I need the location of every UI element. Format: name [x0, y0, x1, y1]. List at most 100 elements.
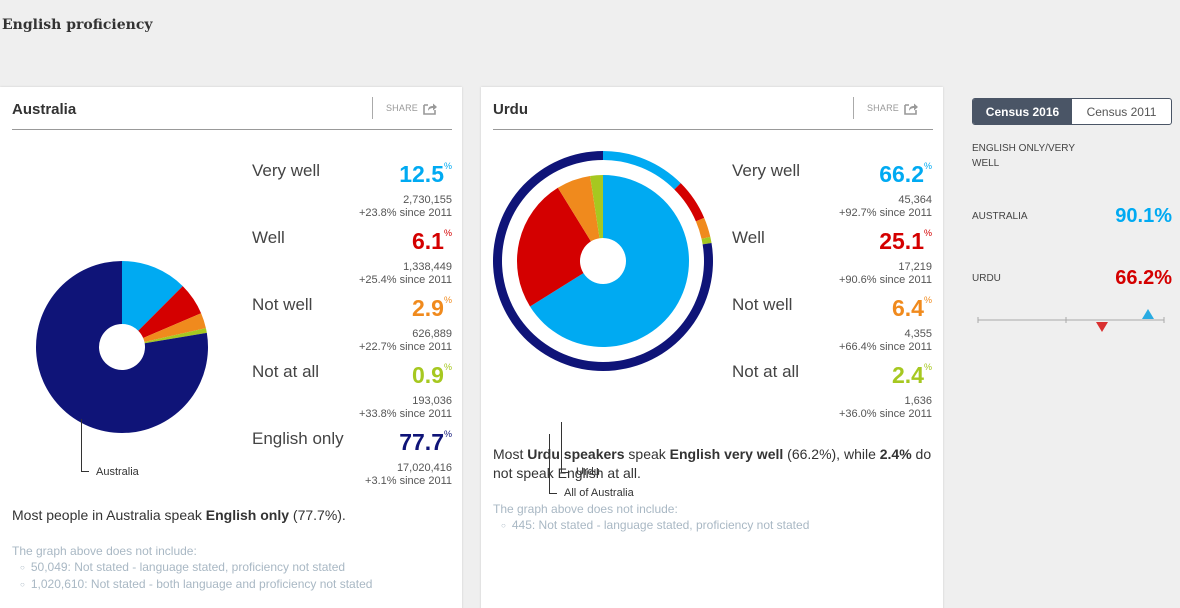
- stat-label: Very well: [252, 161, 321, 180]
- pie-slice: [701, 236, 712, 245]
- stat-pct: 12.5%: [399, 161, 452, 187]
- stat-label: Very well: [732, 161, 801, 180]
- pie-slice: [138, 286, 202, 338]
- stat-well: Well 6.1% 1,338,449 +25.4% since 2011: [252, 228, 452, 295]
- pie-slice: [557, 175, 600, 242]
- stat-label: Not well: [732, 295, 793, 314]
- footnote-heading: The graph above does not include:: [493, 502, 678, 516]
- stat-well: Well 25.1% 17,219 +90.6% since 2011: [732, 228, 932, 295]
- pie-slice: [144, 328, 207, 344]
- pie-slice: [517, 187, 591, 307]
- stat-label: Not at all: [732, 362, 800, 381]
- stat-label: English only: [252, 429, 344, 448]
- row-value-australia: 90.1%: [1115, 205, 1172, 227]
- stat-very-well: Very well 66.2% 45,364 +92.7% since 2011: [732, 161, 932, 228]
- stat-pct: 0.9%: [412, 362, 452, 388]
- pie-slice: [143, 313, 206, 342]
- pie-leader-line: [81, 419, 89, 472]
- footnote-heading: The graph above does not include:: [12, 544, 197, 558]
- summary-text: Most people in Australia speak English o…: [12, 507, 346, 523]
- urdu-pie-chart[interactable]: [491, 149, 715, 373]
- marker-australia-icon: [1142, 309, 1154, 319]
- marker-urdu-icon: [1096, 322, 1108, 332]
- stat-change: +22.7% since 2011: [358, 341, 452, 353]
- footnote-item: 50,049: Not stated - language stated, pr…: [12, 559, 372, 576]
- stat-count: 45,364: [898, 194, 932, 206]
- pie-leader-line-urdu: [561, 422, 569, 473]
- pie-slice: [122, 261, 183, 331]
- stat-pct: 25.1%: [879, 228, 932, 254]
- pie-slice: [674, 183, 705, 222]
- stat-count: 4,355: [904, 328, 932, 340]
- footnote: The graph above does not include: 445: N…: [493, 501, 809, 534]
- stat-label: Not well: [252, 295, 313, 314]
- share-icon: [904, 103, 918, 115]
- footnote-item: 445: Not stated - language stated, profi…: [493, 517, 810, 534]
- stat-pct: 6.4%: [892, 295, 932, 321]
- pie-slice: [603, 151, 681, 190]
- card-title: Australia: [12, 101, 77, 118]
- pie-leader-line-all: [549, 434, 557, 494]
- stat-count: 17,020,416: [396, 462, 452, 474]
- share-icon: [423, 103, 437, 115]
- stat-count: 1,636: [904, 395, 932, 407]
- stat-change: +3.1% since 2011: [365, 475, 452, 487]
- footnote-item: 1,020,610: Not stated - both language an…: [12, 576, 373, 593]
- pie-slice: [36, 261, 209, 433]
- stat-label: Well: [252, 228, 285, 247]
- share-button[interactable]: SHARE: [852, 97, 919, 119]
- australia-card: Australia SHARE Australia Very well 12.5…: [0, 87, 462, 608]
- stats-list: Very well 66.2% 45,364 +92.7% since 2011…: [732, 161, 932, 429]
- row-label-australia: AUSTRALIA: [972, 211, 1028, 222]
- pie-slice: [695, 217, 711, 239]
- pie-label-all-australia: All of Australia: [564, 487, 634, 499]
- stat-label: Well: [732, 228, 765, 247]
- stat-pct: 77.7%: [399, 429, 452, 455]
- stat-english-only: English only 77.7% 17,020,416 +3.1% sinc…: [252, 429, 452, 496]
- stat-count: 2,730,155: [403, 194, 452, 206]
- summary-text: Most Urdu speakers speak English very we…: [493, 446, 932, 481]
- stat-label: Not at all: [252, 362, 320, 381]
- australia-pie-chart[interactable]: [30, 255, 214, 439]
- stat-not-at-all: Not at all 0.9% 193,036 +33.8% since 201…: [252, 362, 452, 429]
- row-value-urdu: 66.2%: [1115, 267, 1172, 289]
- stat-count: 626,889: [412, 328, 452, 340]
- stat-count: 193,036: [412, 395, 452, 407]
- pie-slice: [590, 175, 603, 239]
- stat-change: +66.4% since 2011: [838, 341, 932, 353]
- page-title: English proficiency: [2, 17, 153, 33]
- stat-count: 1,338,449: [403, 261, 452, 273]
- stat-change: +33.8% since 2011: [358, 408, 452, 420]
- stat-pct: 66.2%: [879, 161, 932, 187]
- pie-label-urdu: Urdu: [576, 466, 600, 478]
- census-2011-button[interactable]: Census 2011: [1086, 104, 1157, 119]
- census-toggle: Census 2016 Census 2011: [972, 98, 1172, 125]
- footnote: The graph above does not include: 50,049…: [12, 543, 372, 593]
- card-header: Australia SHARE: [12, 87, 452, 130]
- row-label-urdu: URDU: [972, 273, 1001, 284]
- stat-not-at-all: Not at all 2.4% 1,636 +36.0% since 2011: [732, 362, 932, 429]
- card-header: Urdu SHARE: [493, 87, 933, 130]
- metric-label: ENGLISH ONLY/VERY WELL: [972, 143, 1075, 169]
- urdu-card: Urdu SHARE Urdu All of Australia Very we…: [481, 87, 943, 608]
- stat-count: 17,219: [898, 261, 932, 273]
- comparison-slider: [977, 309, 1165, 332]
- stat-very-well: Very well 12.5% 2,730,155 +23.8% since 2…: [252, 161, 452, 228]
- census-2016-button[interactable]: Census 2016: [973, 99, 1072, 124]
- stat-change: +23.8% since 2011: [358, 207, 452, 219]
- stat-change: +36.0% since 2011: [838, 408, 932, 420]
- stat-not-well: Not well 6.4% 4,355 +66.4% since 2011: [732, 295, 932, 362]
- stat-not-well: Not well 2.9% 626,889 +22.7% since 2011: [252, 295, 452, 362]
- share-button[interactable]: SHARE: [371, 97, 438, 119]
- stat-pct: 2.9%: [412, 295, 452, 321]
- stat-change: +90.6% since 2011: [838, 274, 932, 286]
- share-label: SHARE: [866, 103, 899, 113]
- stat-pct: 6.1%: [412, 228, 452, 254]
- pie-label-australia: Australia: [96, 466, 139, 478]
- card-title: Urdu: [493, 101, 528, 118]
- stats-list: Very well 12.5% 2,730,155 +23.8% since 2…: [252, 161, 452, 496]
- share-label: SHARE: [385, 103, 418, 113]
- stat-change: +92.7% since 2011: [838, 207, 932, 219]
- stat-pct: 2.4%: [892, 362, 932, 388]
- pie-slice: [530, 175, 689, 347]
